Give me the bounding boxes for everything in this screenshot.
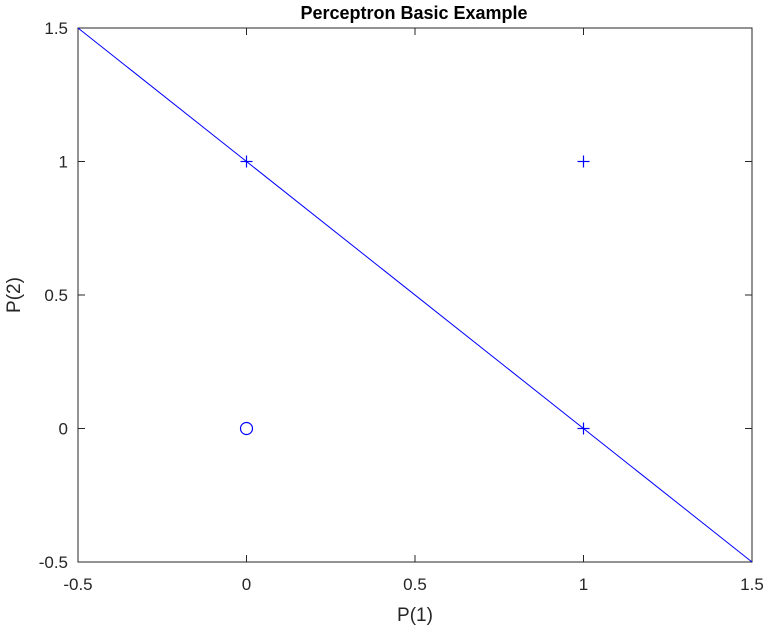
- y-tick-label: 0: [59, 420, 68, 439]
- circle-point: [239, 421, 254, 436]
- plot-area: -0.5 0 0.5 1 1.5 -0.5 0 0.5 1 1.5: [39, 19, 764, 594]
- y-tick-label: 1: [59, 153, 68, 172]
- x-tick-label: 0: [242, 575, 251, 594]
- data-layer: [77, 27, 753, 563]
- chart-title: Perceptron Basic Example: [300, 3, 527, 23]
- decision-boundary-line: [77, 27, 753, 563]
- y-tick-label: -0.5: [39, 553, 68, 572]
- plus-point: [577, 422, 590, 435]
- x-tick-label: 0.5: [403, 575, 427, 594]
- plus-point: [577, 155, 590, 168]
- x-tick-label: 1.5: [740, 575, 764, 594]
- y-axis-label: P(2): [4, 277, 25, 313]
- x-tick-label: -0.5: [63, 575, 92, 594]
- plus-point: [240, 155, 253, 168]
- y-tick-label: 0.5: [44, 286, 68, 305]
- x-tick-label: 1: [579, 575, 588, 594]
- y-tick-label: 1.5: [44, 19, 68, 38]
- ticks: -0.5 0 0.5 1 1.5 -0.5 0 0.5 1 1.5: [39, 19, 764, 594]
- x-axis-label: P(1): [397, 605, 433, 626]
